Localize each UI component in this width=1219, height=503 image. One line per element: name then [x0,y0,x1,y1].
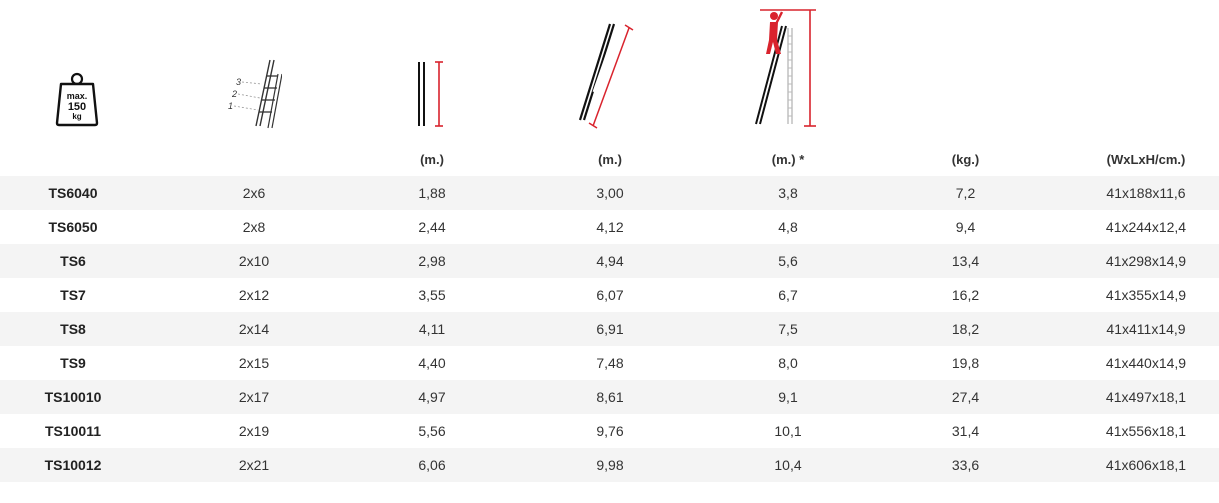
cell-weight: 31,4 [858,414,1073,448]
cell-closed-length: 3,55 [362,278,502,312]
cell-closed-length: 4,11 [362,312,502,346]
cell-closed-length: 4,97 [362,380,502,414]
cell-extended-length: 6,07 [502,278,718,312]
cell-extended-length: 9,98 [502,448,718,482]
cell-working-height: 7,5 [718,312,858,346]
table-row: TS8 2x14 4,11 6,91 7,5 18,2 41x411x14,9 [0,312,1219,346]
cell-extended-length: 6,91 [502,312,718,346]
weight-icon-line1: max. [67,91,88,101]
table-row: TS6 2x10 2,98 4,94 5,6 13,4 41x298x14,9 [0,244,1219,278]
cell-model: TS8 [0,312,146,346]
header-closed-length: (m.) [420,152,444,167]
cell-rungs: 2x15 [146,346,362,380]
cell-weight: 16,2 [858,278,1073,312]
cell-dimensions: 41x355x14,9 [1073,278,1219,312]
cell-dimensions: 41x606x18,1 [1073,448,1219,482]
cell-extended-length: 4,12 [502,210,718,244]
step-label-3: 3 [236,77,241,87]
cell-working-height: 6,7 [718,278,858,312]
closed-length-icon [418,61,443,127]
cell-rungs: 2x6 [146,176,362,210]
cell-weight: 18,2 [858,312,1073,346]
cell-weight: 27,4 [858,380,1073,414]
table-row: TS10011 2x19 5,56 9,76 10,1 31,4 41x556x… [0,414,1219,448]
cell-model: TS10010 [0,380,146,414]
cell-weight: 19,8 [858,346,1073,380]
weight-icon-line3: kg [72,112,81,121]
cell-extended-length: 9,76 [502,414,718,448]
specifications-table: (m.) (m.) (m.) * (kg.) (WxLxH/cm.) TS604… [0,143,1219,482]
cell-extended-length: 3,00 [502,176,718,210]
cell-working-height: 5,6 [718,244,858,278]
cell-closed-length: 6,06 [362,448,502,482]
max-load-weight-icon: max. 150 kg [55,72,99,127]
cell-closed-length: 4,40 [362,346,502,380]
rung-count-ladder-icon: 3 2 1 [228,59,282,129]
cell-model: TS10012 [0,448,146,482]
cell-rungs: 2x10 [146,244,362,278]
cell-rungs: 2x21 [146,448,362,482]
cell-extended-length: 4,94 [502,244,718,278]
extended-length-icon [578,23,634,129]
cell-extended-length: 7,48 [502,346,718,380]
cell-working-height: 8,0 [718,346,858,380]
cell-weight: 33,6 [858,448,1073,482]
cell-dimensions: 41x298x14,9 [1073,244,1219,278]
cell-rungs: 2x8 [146,210,362,244]
icon-header-row: max. 150 kg 3 2 1 [0,0,1219,140]
working-height-icon [755,9,816,127]
cell-rungs: 2x17 [146,380,362,414]
header-weight: (kg.) [951,152,980,167]
cell-dimensions: 41x556x18,1 [1073,414,1219,448]
cell-closed-length: 5,56 [362,414,502,448]
cell-dimensions: 41x411x14,9 [1073,312,1219,346]
weight-icon-line2: 150 [68,101,86,113]
header-working-height: (m.) * [771,152,805,167]
table-row: TS10010 2x17 4,97 8,61 9,1 27,4 41x497x1… [0,380,1219,414]
cell-model: TS6040 [0,176,146,210]
cell-dimensions: 41x244x12,4 [1073,210,1219,244]
header-model [0,143,146,176]
table-row: TS7 2x12 3,55 6,07 6,7 16,2 41x355x14,9 [0,278,1219,312]
cell-working-height: 10,1 [718,414,858,448]
cell-closed-length: 1,88 [362,176,502,210]
cell-model: TS10011 [0,414,146,448]
header-rungs [146,143,362,176]
cell-working-height: 3,8 [718,176,858,210]
cell-closed-length: 2,98 [362,244,502,278]
table-header-row: (m.) (m.) (m.) * (kg.) (WxLxH/cm.) [0,143,1219,176]
header-dimensions: (WxLxH/cm.) [1106,152,1186,167]
cell-rungs: 2x19 [146,414,362,448]
cell-weight: 7,2 [858,176,1073,210]
cell-model: TS6 [0,244,146,278]
cell-model: TS6050 [0,210,146,244]
cell-working-height: 9,1 [718,380,858,414]
table-row: TS6050 2x8 2,44 4,12 4,8 9,4 41x244x12,4 [0,210,1219,244]
cell-weight: 9,4 [858,210,1073,244]
cell-rungs: 2x14 [146,312,362,346]
cell-dimensions: 41x440x14,9 [1073,346,1219,380]
cell-extended-length: 8,61 [502,380,718,414]
cell-dimensions: 41x497x18,1 [1073,380,1219,414]
cell-rungs: 2x12 [146,278,362,312]
cell-model: TS9 [0,346,146,380]
table-row: TS9 2x15 4,40 7,48 8,0 19,8 41x440x14,9 [0,346,1219,380]
step-label-1: 1 [228,101,233,111]
cell-model: TS7 [0,278,146,312]
cell-working-height: 10,4 [718,448,858,482]
cell-closed-length: 2,44 [362,210,502,244]
cell-working-height: 4,8 [718,210,858,244]
step-label-2: 2 [231,89,237,99]
table-row: TS6040 2x6 1,88 3,00 3,8 7,2 41x188x11,6 [0,176,1219,210]
table-row: TS10012 2x21 6,06 9,98 10,4 33,6 41x606x… [0,448,1219,482]
header-extended-length: (m.) [598,152,622,167]
cell-dimensions: 41x188x11,6 [1073,176,1219,210]
cell-weight: 13,4 [858,244,1073,278]
